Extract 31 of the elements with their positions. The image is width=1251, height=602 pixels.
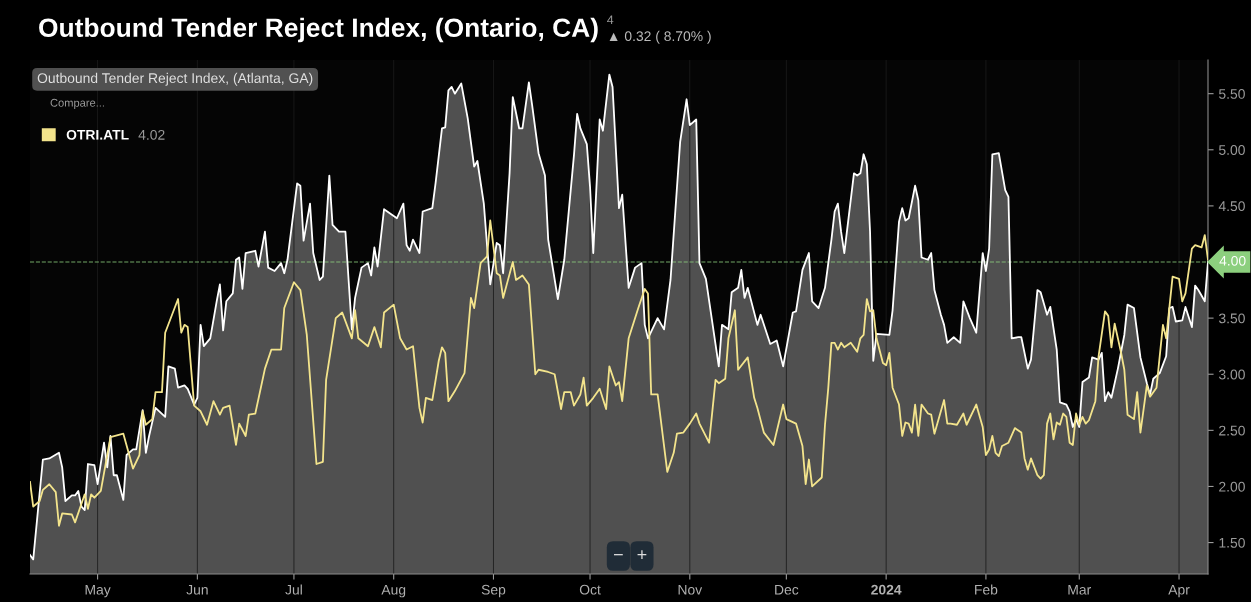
- y-tick-label: 3.00: [1218, 369, 1245, 380]
- x-tick-label: Jul: [285, 584, 302, 595]
- x-tick-label: Mar: [1068, 584, 1091, 595]
- x-tick-label: Oct: [579, 584, 601, 595]
- y-tick-label: 2.00: [1219, 481, 1245, 492]
- x-tick-label: 2024: [871, 584, 902, 595]
- annotation: −: [614, 554, 623, 556]
- annotation: Outbound Tender Reject Index, (Atlanta, GA): [37, 72, 313, 86]
- x-tick-label: Apr: [1168, 584, 1190, 598]
- x-tick-label: Feb: [975, 584, 998, 595]
- annotation: 4.02: [138, 129, 165, 140]
- ref-line-label: 4.00: [1219, 255, 1246, 266]
- annotation: +: [637, 550, 647, 560]
- text: 4: [607, 15, 614, 25]
- y-tick-label: 5.50: [1218, 89, 1245, 99]
- line-series: [30, 219, 1208, 527]
- y-tick-label: 4.50: [1218, 201, 1245, 212]
- x-tick-label: May: [85, 584, 111, 598]
- text: ▲ 0.32 ( 8.70% ): [609, 30, 711, 44]
- y-tick-label: 1.50: [1219, 537, 1245, 548]
- x-tick-label: Dec: [775, 584, 799, 595]
- x-tick-label: Sep: [481, 584, 506, 598]
- y-tick-label: 5.00: [1218, 145, 1245, 155]
- y-tick-label: 3.50: [1218, 313, 1245, 324]
- x-tick-label: Aug: [381, 584, 406, 598]
- chart-title: Outbound Tender Reject Index, (Ontario, CA): [39, 17, 598, 43]
- legend-label: OTRI.ATL: [66, 129, 129, 140]
- x-tick-label: Nov: [678, 584, 703, 595]
- y-tick-label: 2.50: [1219, 425, 1245, 436]
- annotation: Compare...: [50, 98, 104, 109]
- x-tick-label: Jun: [186, 584, 208, 595]
